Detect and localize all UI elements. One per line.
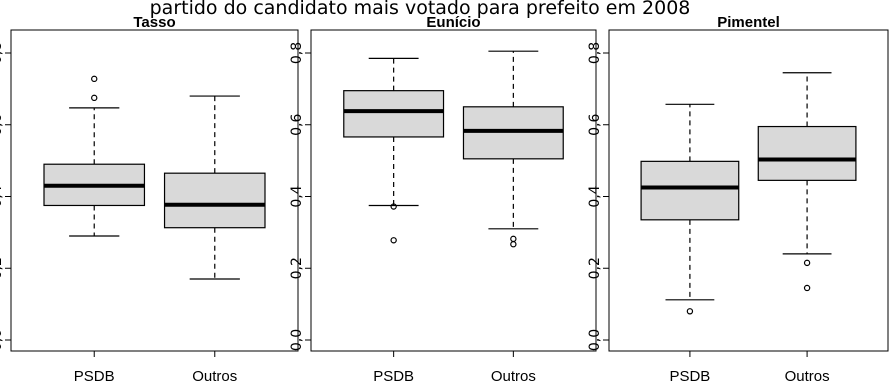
- x-category-label: Outros: [192, 368, 237, 385]
- panel-1: Tasso 0,0 0,2 0,4 0,6 0,8 PSDB Outros: [0, 14, 299, 385]
- outlier-point: [510, 241, 517, 248]
- y-tick-label: 0,6: [587, 114, 603, 136]
- panel-title: Eunício: [426, 14, 480, 31]
- box-iqr: [343, 90, 445, 138]
- outlier-point: [91, 94, 98, 102]
- y-tick-label: 0,2: [587, 257, 603, 279]
- y-tick-label: 0,6: [0, 114, 5, 136]
- y-tick-label: 0,4: [289, 185, 305, 207]
- x-category-label: PSDB: [74, 368, 115, 385]
- outlier-point: [803, 259, 811, 267]
- y-tick-label: 0,6: [289, 114, 305, 136]
- panel-title: Tasso: [133, 14, 175, 31]
- x-category-label: PSDB: [669, 368, 710, 385]
- outlier-point: [390, 237, 397, 244]
- box-iqr: [163, 172, 266, 229]
- box-outros: [163, 95, 266, 280]
- y-tick-label: 0,4: [0, 185, 5, 207]
- y-tick-label: 0,8: [587, 42, 603, 64]
- outlier-point: [686, 308, 694, 315]
- outlier-point: [510, 235, 517, 243]
- y-tick-label: 0,0: [289, 329, 305, 351]
- y-tick-label: 0,0: [0, 329, 5, 351]
- panel-3: Pimentel 0,0 0,2 0,4 0,6 0,8 PSDB Outros: [587, 14, 889, 385]
- plot-frame: [608, 29, 889, 352]
- y-tick-label: 0,0: [587, 329, 603, 351]
- box-psdb: [343, 57, 445, 244]
- y-tick-label: 0,2: [0, 257, 5, 279]
- box-outros: [757, 72, 857, 292]
- x-category-label: PSDB: [373, 368, 414, 385]
- x-category-label: Outros: [491, 368, 536, 385]
- box-iqr: [640, 160, 740, 221]
- y-tick-label: 0,8: [0, 42, 5, 64]
- outlier-point: [803, 284, 811, 292]
- y-tick-label: 0,2: [289, 257, 305, 279]
- plot-frame: [10, 29, 299, 352]
- outlier-point: [390, 203, 397, 210]
- outlier-point: [91, 75, 98, 83]
- box-psdb: [640, 103, 740, 315]
- panel-2: Eunício 0,0 0,2 0,4 0,6 0,8 PSDB Outros: [289, 14, 597, 385]
- y-tick-label: 0,8: [289, 42, 305, 64]
- plot-frame: [310, 29, 597, 352]
- box-iqr: [757, 125, 857, 181]
- y-tick-label: 0,4: [587, 185, 603, 207]
- box-psdb: [43, 75, 146, 237]
- figure-suptitle: partido do candidato mais votado para pr…: [150, 0, 691, 19]
- x-category-label: Outros: [785, 368, 830, 385]
- panel-title: Pimentel: [717, 14, 780, 31]
- box-outros: [462, 50, 564, 248]
